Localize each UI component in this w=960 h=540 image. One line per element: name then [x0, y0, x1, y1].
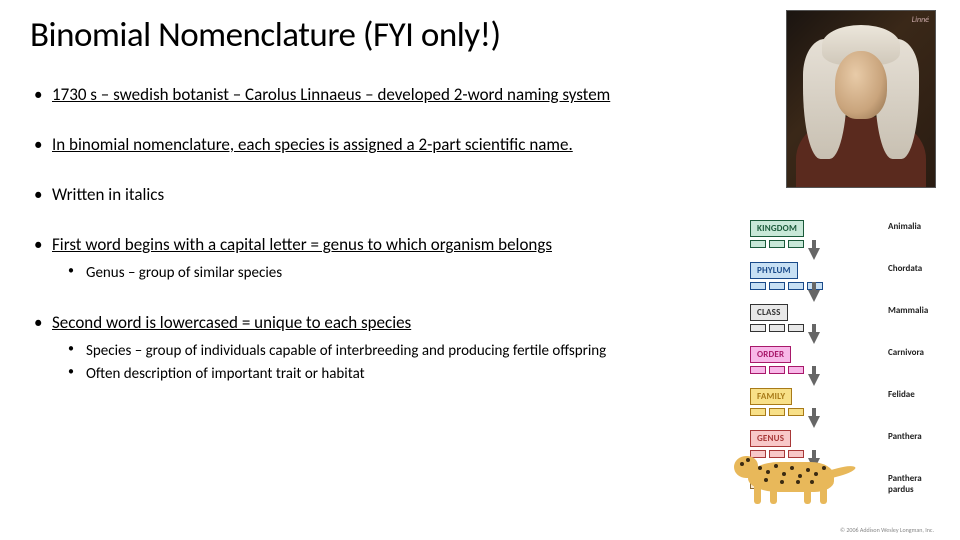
leopard-illustration [730, 448, 850, 504]
rank-box: FAMILY [750, 388, 792, 405]
rank-box: PHYLUM [750, 262, 798, 279]
bullet-text: Written in italics [52, 184, 164, 205]
bullet-text: 1730 s – swedish botanist – Carolus Linn… [52, 84, 610, 105]
sub-bullet-item: Often description of important trait or … [52, 365, 710, 385]
rank-example: Panthera [888, 431, 922, 442]
linnaeus-portrait: Linné [786, 10, 936, 188]
copyright-text: © 2006 Addison Wesley Longman, Inc. [840, 526, 934, 534]
down-arrow-icon [808, 248, 820, 260]
rank-example: Carnivora [888, 347, 924, 358]
bullet-item: First word begins with a capital letter … [30, 234, 710, 284]
sub-bullet-item: Genus – group of similar species [52, 264, 710, 284]
portrait-signature: Linné [912, 15, 929, 25]
down-arrow-icon [808, 290, 820, 302]
rank-example: Felidae [888, 389, 915, 400]
rank-example: Chordata [888, 263, 922, 274]
rank-example: Animalia [888, 221, 921, 232]
rank-example: Panthera pardus [888, 473, 922, 495]
bullet-text: First word begins with a capital letter … [52, 234, 552, 255]
rank-box: ORDER [750, 346, 791, 363]
bullet-text: In binomial nomenclature, each species i… [52, 134, 573, 155]
rank-box: CLASS [750, 304, 788, 321]
rank-box: KINGDOM [750, 220, 804, 237]
rank-example: Mammalia [888, 305, 928, 316]
bullet-item: In binomial nomenclature, each species i… [30, 134, 710, 156]
bullet-text: Second word is lowercased = unique to ea… [52, 312, 411, 333]
bullet-item: Written in italics [30, 184, 710, 206]
bullet-item: 1730 s – swedish botanist – Carolus Linn… [30, 84, 710, 106]
sub-bullet-item: Species – group of individuals capable o… [52, 342, 710, 362]
down-arrow-icon [808, 374, 820, 386]
down-arrow-icon [808, 416, 820, 428]
down-arrow-icon [808, 332, 820, 344]
bullet-content: 1730 s – swedish botanist – Carolus Linn… [30, 84, 710, 385]
bullet-item: Second word is lowercased = unique to ea… [30, 312, 710, 385]
rank-box: GENUS [750, 430, 791, 447]
